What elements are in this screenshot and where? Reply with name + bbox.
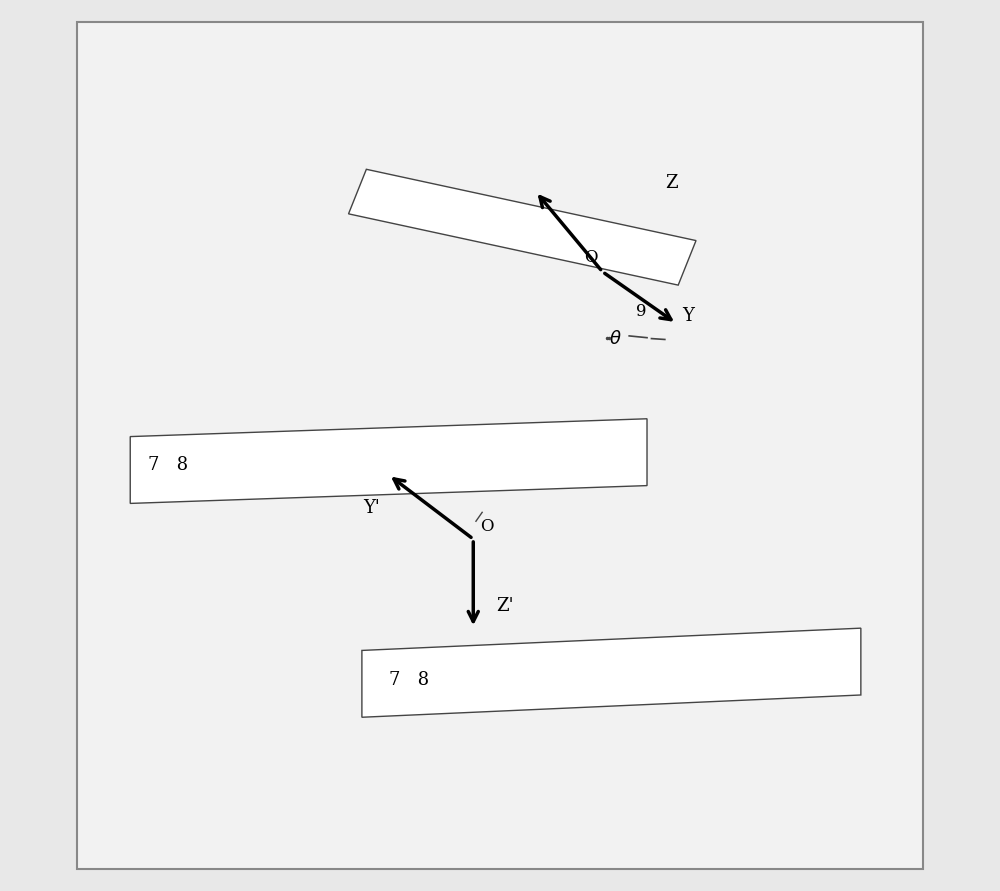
- Text: Y: Y: [683, 307, 695, 325]
- Text: Y': Y': [363, 499, 380, 517]
- FancyBboxPatch shape: [77, 22, 923, 869]
- Polygon shape: [349, 169, 696, 285]
- Text: 9: 9: [636, 303, 646, 321]
- Text: O: O: [585, 249, 598, 266]
- Text: Z': Z': [496, 597, 514, 615]
- Text: O: O: [480, 518, 494, 535]
- Text: Z: Z: [665, 174, 677, 192]
- Text: 7   8: 7 8: [148, 456, 188, 474]
- Text: 7   8: 7 8: [389, 671, 429, 689]
- Polygon shape: [130, 419, 647, 503]
- Polygon shape: [362, 628, 861, 717]
- Text: $\theta$: $\theta$: [609, 330, 622, 347]
